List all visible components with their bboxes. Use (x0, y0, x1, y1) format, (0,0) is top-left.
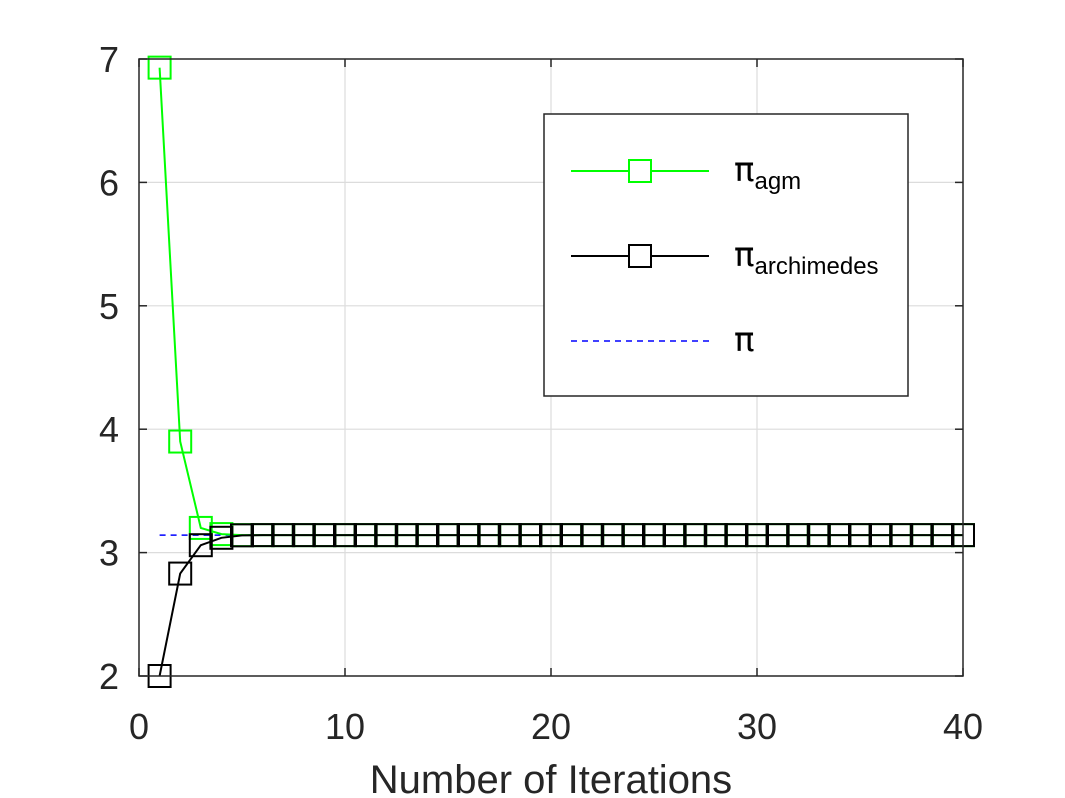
data-point-marker (539, 523, 563, 548)
data-point-marker (374, 523, 399, 548)
legend-label: πagm (734, 150, 801, 195)
data-point-marker (848, 523, 872, 548)
data-point-marker (827, 523, 852, 548)
legend-label: πarchimedes (734, 235, 879, 280)
ticks: 0 10 20 30 40 2 3 4 5 6 7 (99, 39, 983, 747)
data-point-marker (333, 523, 357, 548)
data-point-marker (271, 523, 296, 548)
data-point-marker (394, 523, 419, 548)
data-point-marker (312, 523, 337, 548)
series-layer (147, 55, 975, 688)
data-point-marker (291, 523, 316, 548)
legend-label-subscript: agm (754, 168, 801, 195)
data-point-marker (930, 523, 955, 548)
data-point-marker (889, 523, 914, 548)
legend-swatch-marker (628, 159, 652, 183)
legend-label: π (734, 320, 754, 360)
legend-swatch-marker (628, 244, 652, 268)
x-tick-label: 10 (325, 706, 365, 747)
data-point-marker (147, 55, 172, 80)
data-point-marker (188, 533, 213, 558)
x-tick-label: 20 (531, 706, 571, 747)
x-tick-label: 30 (737, 706, 777, 747)
data-point-marker (188, 515, 213, 540)
data-point-marker (497, 523, 522, 548)
legend-label-subscript: archimedes (754, 253, 878, 280)
data-point-marker (786, 523, 811, 548)
data-point-marker (909, 523, 934, 548)
legend-label-symbol: π (734, 150, 754, 190)
x-tick-label: 40 (943, 706, 983, 747)
data-point-marker (456, 523, 481, 548)
data-point-marker (642, 523, 666, 548)
data-point-marker (415, 523, 440, 548)
data-point-marker (662, 523, 687, 548)
data-point-marker (806, 523, 831, 548)
y-tick-label: 6 (99, 162, 119, 203)
x-tick-label: 0 (129, 706, 149, 747)
data-point-marker (765, 523, 790, 548)
y-tick-label: 3 (99, 533, 119, 574)
data-point-marker (230, 523, 254, 548)
y-tick-label: 2 (99, 656, 119, 697)
y-tick-label: 5 (99, 286, 119, 327)
data-point-marker (580, 523, 605, 548)
data-point-marker (518, 523, 543, 548)
data-point-marker (168, 429, 193, 454)
legend-label-symbol: π (734, 235, 754, 275)
data-point-marker (868, 523, 893, 548)
data-point-marker (745, 523, 769, 548)
data-point-marker (209, 525, 234, 550)
data-point-marker (477, 523, 502, 548)
x-axis-label: Number of Iterations (370, 758, 732, 798)
y-tick-label: 7 (99, 39, 119, 80)
data-point-marker (703, 523, 728, 548)
data-point-marker (250, 523, 275, 548)
data-point-marker (600, 523, 625, 548)
data-point-marker (621, 523, 646, 548)
data-point-marker (436, 523, 460, 548)
data-point-marker (683, 523, 708, 548)
y-tick-label: 4 (99, 409, 119, 450)
data-point-marker (353, 523, 378, 548)
data-point-marker (559, 523, 584, 548)
series-1 (147, 523, 975, 688)
data-point-marker (724, 523, 749, 548)
data-point-marker (168, 561, 193, 586)
legend-label-symbol: π (734, 320, 754, 360)
